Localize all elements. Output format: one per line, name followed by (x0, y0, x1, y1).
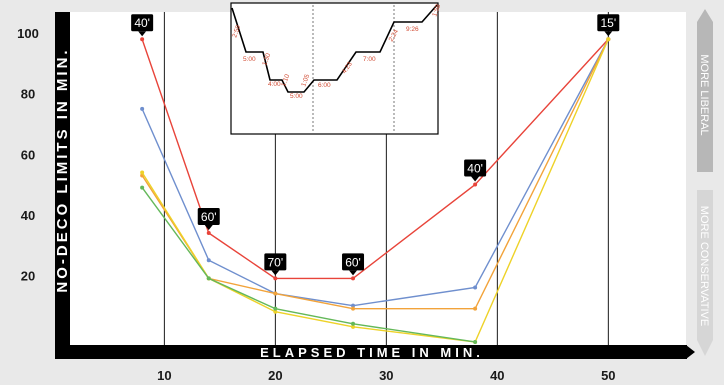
inset-segment-label: 7:00 (363, 56, 376, 63)
depth-badge-label: 60' (345, 255, 361, 269)
depth-badge-label: 70' (268, 255, 284, 269)
y-tick-label: 80 (21, 87, 35, 102)
data-point (206, 258, 211, 263)
inset-segment-label: 1:58 (431, 3, 442, 18)
inset-dive-profile: 2:595:00 1:304:00 1:105:001:05 6:004:237:00… (230, 2, 442, 135)
x-axis-bar (55, 345, 687, 359)
data-point (140, 37, 145, 42)
data-point (473, 306, 478, 311)
data-point (206, 276, 211, 281)
depth-badge: 60' (197, 207, 220, 230)
y-axis-title: NO-DECO LIMITS IN MIN. (54, 47, 71, 292)
depth-badge: 40' (131, 14, 154, 37)
inset-segment-label: 2:59 (231, 24, 242, 39)
liberal-bar (697, 22, 713, 172)
data-point (351, 303, 356, 308)
inset-segment-label: 1:05 (300, 73, 311, 88)
data-point (351, 324, 356, 329)
liberal-label: MORE LIBERAL (698, 54, 710, 135)
data-point (351, 321, 356, 326)
depth-badge: 15' (597, 14, 620, 37)
inset-segment-label: 4:00 (268, 81, 281, 88)
series-line (141, 38, 609, 343)
data-point (606, 37, 611, 42)
y-tick-label: 100 (17, 26, 39, 41)
down-arrow-icon (697, 340, 713, 356)
data-point (273, 291, 278, 296)
x-tick-labels: 10 20 30 40 50 (157, 368, 615, 383)
conservative-bar (697, 190, 713, 340)
x-tick-label: 50 (601, 368, 615, 383)
depth-labels: 40' 60' 70' 60' 40' 15' (131, 14, 620, 276)
y-tick-label: 60 (21, 147, 35, 162)
side-indicators: MORE LIBERAL MORE CONSERVATIVE (697, 9, 713, 356)
inset-segment-label: 1:10 (280, 73, 291, 88)
depth-badge-box (264, 253, 287, 271)
data-point (351, 276, 356, 281)
data-point (206, 230, 211, 235)
data-point (273, 309, 278, 314)
data-point (351, 306, 356, 311)
inset-segment-label: 5:00 (243, 56, 256, 63)
data-point (473, 339, 478, 344)
data-point (140, 185, 145, 190)
data-point (273, 276, 278, 281)
series-line (141, 38, 609, 280)
depth-badge-box (597, 14, 620, 32)
inset-segment-label: 5:00 (290, 93, 303, 100)
up-arrow-icon (697, 9, 713, 22)
series-line (141, 38, 609, 307)
data-point (473, 182, 478, 187)
data-point (140, 170, 145, 175)
data-point (140, 106, 145, 111)
y-tick-label: 40 (21, 208, 35, 223)
depth-badge-pointer (349, 270, 358, 276)
depth-badge-box (197, 207, 220, 225)
inset-segment-label: 1:30 (261, 52, 272, 67)
depth-badge-pointer (471, 176, 480, 182)
x-tick-label: 20 (268, 368, 282, 383)
x-axis-arrow (686, 345, 695, 359)
data-point (273, 306, 278, 311)
depth-badge-label: 40' (134, 16, 150, 30)
y-axis-bar (55, 12, 70, 359)
depth-badge-pointer (204, 224, 213, 230)
depth-badge-box (342, 253, 365, 271)
depth-badge-box (131, 14, 154, 32)
depth-badge-pointer (138, 31, 147, 37)
depth-badge-pointer (604, 31, 613, 37)
inset-segment-label: 9:26 (406, 26, 419, 33)
conservative-label: MORE CONSERVATIVE (698, 206, 710, 326)
x-tick-label: 30 (379, 368, 393, 383)
x-axis-title: ELAPSED TIME IN MIN. (260, 345, 484, 360)
x-tick-label: 10 (157, 368, 171, 383)
series-lines (140, 37, 611, 344)
data-point (473, 285, 478, 290)
depth-badge: 40' (464, 159, 487, 182)
inset-segment-label: 6:00 (318, 82, 331, 89)
depth-badge-pointer (271, 270, 280, 276)
depth-badge: 70' (264, 253, 287, 276)
depth-badge-box (464, 159, 487, 177)
y-tick-labels: 20 40 60 80 100 (17, 26, 39, 283)
depth-badge: 60' (342, 253, 365, 276)
depth-badge-label: 60' (201, 210, 217, 224)
inset-profile-line (231, 4, 438, 93)
depth-badge-label: 15' (600, 16, 616, 30)
inset-box (230, 2, 439, 135)
y-tick-label: 20 (21, 268, 35, 283)
x-tick-label: 40 (490, 368, 504, 383)
depth-badge-label: 40' (467, 162, 483, 176)
